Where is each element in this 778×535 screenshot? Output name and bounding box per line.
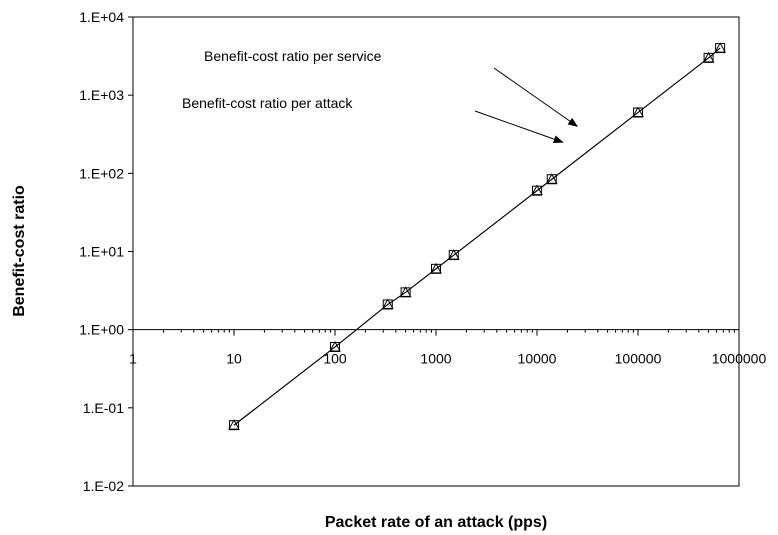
series-line-2	[233, 47, 721, 426]
y-tick-label: 1.E-02	[83, 478, 124, 494]
data-point-square	[715, 43, 726, 54]
data-point-square	[330, 342, 340, 353]
annotation-label-2: Benefit-cost ratio per attack	[182, 95, 353, 111]
data-point-square	[229, 420, 239, 431]
x-tick-label: 1	[129, 351, 137, 367]
y-tick-label: 1.E+03	[79, 87, 124, 103]
x-tick-label: 10000	[518, 351, 557, 367]
x-tick-label: 10	[226, 351, 242, 367]
data-point-square	[532, 185, 542, 196]
y-tick-label: 1.E+02	[79, 165, 124, 181]
x-tick-label: 100	[323, 351, 347, 367]
data-point-square	[400, 287, 411, 298]
data-point-square	[703, 52, 714, 63]
plot-area	[132, 16, 740, 487]
y-axis-title: Benefit-cost ratio	[11, 185, 28, 317]
data-point-square	[633, 107, 643, 118]
x-tick-label: 1000000	[712, 351, 767, 367]
data-point-square	[382, 299, 393, 310]
annotation-label-1: Benefit-cost ratio per service	[204, 48, 382, 64]
x-tick-label: 100000	[615, 351, 662, 367]
x-axis-title: Packet rate of an attack (pps)	[325, 514, 547, 531]
annotation-arrow-2	[474, 110, 564, 143]
annotation-arrow-1	[493, 67, 579, 127]
y-tick-label: 1.E-01	[83, 400, 124, 416]
data-point-square	[448, 250, 459, 261]
y-tick-label: 1.E+01	[79, 244, 124, 260]
y-tick-label: 1.E+04	[79, 9, 124, 25]
x-tick-label: 1000	[420, 351, 451, 367]
y-tick-label: 1.E+00	[79, 322, 124, 338]
data-point-square	[546, 174, 557, 185]
data-point-square	[431, 263, 441, 274]
